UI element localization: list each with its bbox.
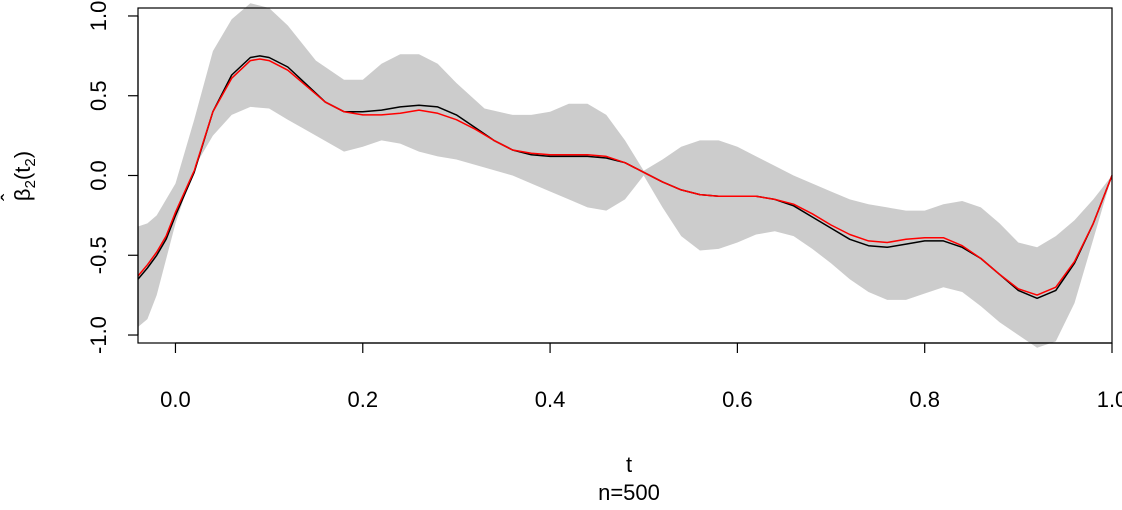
x-tick-label: 0.8 [909, 387, 940, 412]
confidence-band-area [138, 3, 1112, 348]
series-lines [137, 55, 1113, 300]
y-tick-label: 0.5 [86, 80, 111, 111]
y-axis: -1.0 -0.5 0.0 0.5 1.0 [86, 1, 139, 354]
svg-text:β2(t2): β2(t2) [10, 151, 39, 201]
series-line-2 [137, 58, 1113, 296]
x-tick-label: 0.4 [535, 387, 566, 412]
y-axis-title-symbol: β [10, 188, 35, 201]
y-axis-title: β2(t2) ˆ [0, 151, 39, 201]
x-tick-label: 1.0 [1097, 387, 1122, 412]
y-tick-label: 0.0 [86, 160, 111, 191]
x-tick-label: 0.2 [347, 387, 378, 412]
y-axis-title-arg-close: ) [10, 151, 35, 158]
y-tick-label: -0.5 [86, 236, 111, 274]
x-tick-label: 0.0 [160, 387, 191, 412]
x-axis-title: t [626, 452, 632, 477]
confidence-band [138, 3, 1112, 348]
y-tick-label: 1.0 [86, 1, 111, 32]
y-axis-title-hat: ˆ [0, 193, 22, 201]
y-axis-title-arg-open: (t [10, 167, 35, 180]
y-tick-label: -1.0 [86, 316, 111, 354]
y-axis-title-arg-sub: 2 [22, 158, 39, 166]
x-axis: 0.0 0.2 0.4 0.6 0.8 1.0 [160, 342, 1122, 412]
chart-subtitle: n=500 [598, 480, 660, 505]
x-tick-label: 0.6 [722, 387, 753, 412]
y-axis-title-sub: 2 [22, 180, 39, 188]
series-line-1 [137, 55, 1113, 300]
